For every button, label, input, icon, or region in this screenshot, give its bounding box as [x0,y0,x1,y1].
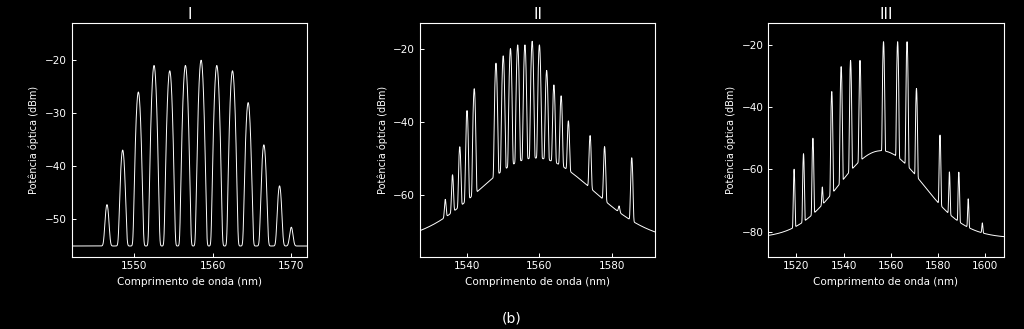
X-axis label: Comprimento de onda (nm): Comprimento de onda (nm) [465,277,610,287]
Y-axis label: Potência óptica (dBm): Potência óptica (dBm) [29,86,39,194]
Title: III: III [880,7,893,22]
Text: (b): (b) [502,312,522,326]
Y-axis label: Potência óptica (dBm): Potência óptica (dBm) [725,86,736,194]
Title: I: I [187,7,191,22]
Title: II: II [534,7,542,22]
Y-axis label: Potência óptica (dBm): Potência óptica (dBm) [377,86,388,194]
X-axis label: Comprimento de onda (nm): Comprimento de onda (nm) [117,277,262,287]
X-axis label: Comprimento de onda (nm): Comprimento de onda (nm) [813,277,958,287]
